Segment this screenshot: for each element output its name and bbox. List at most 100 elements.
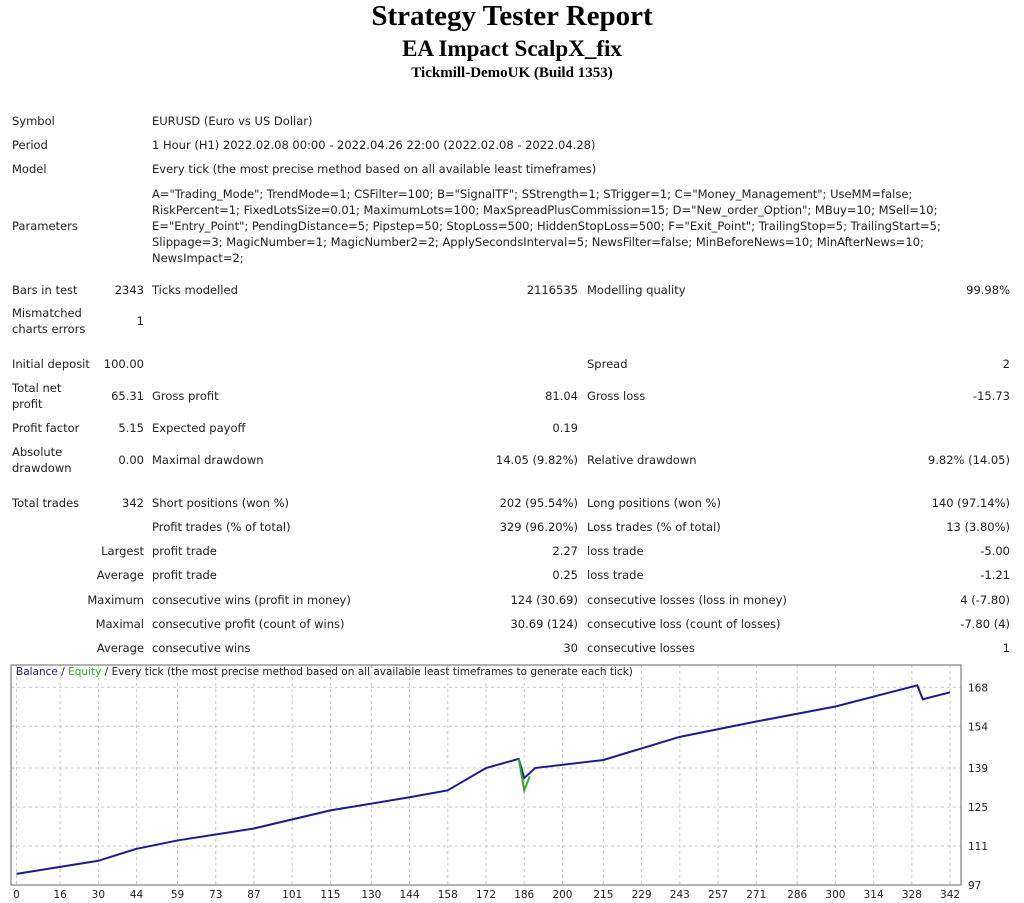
x-tick-label: 300 (825, 889, 845, 901)
stat-value: 30.69 (124) (510, 617, 578, 631)
stat-value: 65.31 (111, 389, 144, 403)
info-value: E="Entry_Point"; PendingDistance=5; Pips… (152, 219, 941, 233)
stat-label: consecutive loss (count of losses) (587, 617, 781, 631)
info-value: Every tick (the most precise method base… (152, 162, 597, 176)
stat-label: Ticks modelled (152, 283, 238, 297)
info-label: Model (12, 162, 47, 176)
stat-value: 13 (3.80%) (946, 520, 1010, 534)
info-label: Symbol (12, 114, 55, 128)
report-title: Strategy Tester Report (371, 0, 653, 32)
y-tick-label: 125 (968, 802, 988, 814)
stat-value: 2.27 (552, 544, 578, 558)
x-tick-label: 172 (476, 889, 496, 901)
stat-label: Modelling quality (587, 283, 686, 297)
legend-entry: Equity (68, 666, 101, 678)
stat-label: Bars in test (12, 283, 78, 297)
plot-frame (10, 664, 962, 886)
series-line (517, 758, 531, 795)
x-tick-label: 257 (708, 889, 728, 901)
stat-value: Maximal (95, 617, 144, 631)
stat-label: loss trade (587, 544, 644, 558)
stat-label: Spread (587, 357, 628, 371)
x-tick-label: 229 (632, 889, 652, 901)
stat-label: Gross profit (152, 389, 219, 403)
stat-label: Maximal drawdown (152, 453, 264, 467)
stat-value: Largest (101, 544, 144, 558)
legend-separator: / (61, 666, 65, 678)
stat-label: consecutive wins (profit in money) (152, 593, 351, 607)
x-tick-label: 243 (670, 889, 690, 901)
stat-value: Average (96, 641, 144, 655)
stat-label: Total net profit (12, 381, 62, 411)
x-tick-label: 115 (320, 889, 340, 901)
stat-value: 81.04 (545, 389, 578, 403)
x-tick-label: 44 (130, 889, 144, 901)
stat-label: Short positions (won %) (152, 496, 290, 510)
info-label: Period (12, 138, 48, 152)
stat-label: Mismatched charts errors (12, 306, 86, 336)
x-tick-label: 130 (361, 889, 381, 901)
report-subtitle: EA Impact ScalpX_fix (402, 36, 622, 61)
stat-label: Loss trades (% of total) (587, 520, 721, 534)
x-tick-label: 342 (940, 889, 960, 901)
stat-label: profit trade (152, 568, 217, 582)
stat-value: 14.05 (9.82%) (495, 453, 578, 467)
stat-value: -1.21 (980, 568, 1010, 582)
stat-label: Initial deposit (12, 357, 90, 371)
y-tick-label: 139 (968, 763, 988, 775)
stat-label: Relative drawdown (587, 453, 697, 467)
stat-value: 0.25 (552, 568, 578, 582)
y-tick-label: 97 (968, 880, 981, 892)
x-tick-label: 16 (53, 889, 67, 901)
x-tick-label: 73 (209, 889, 222, 901)
report-server: Tickmill-DemoUK (Build 1353) (411, 65, 613, 81)
stat-label: consecutive profit (count of wins) (152, 617, 345, 631)
stat-value: 100.00 (103, 357, 144, 371)
legend-separator: / (105, 666, 109, 678)
info-value: A="Trading_Mode"; TrendMode=1; CSFilter=… (152, 187, 913, 201)
info-value: RiskPercent=1; FixedLotsSize=0.01; Maxim… (152, 203, 938, 217)
stat-label: profit trade (152, 544, 217, 558)
stat-value: 99.98% (966, 283, 1010, 297)
stat-label: Absolute drawdown (12, 445, 72, 475)
balance-chart: 97 111 125 139 154 168 0 16 30 44 59 73 87 101 115 130 1… (10, 664, 988, 901)
stat-label: Expected payoff (152, 421, 246, 435)
stat-value: 4 (-7.80) (960, 593, 1010, 607)
stat-value: 2343 (114, 283, 144, 297)
stat-value: 30 (563, 641, 578, 655)
legend: Balance / Equity / Every tick (the most … (16, 666, 633, 678)
stat-label: Profit trades (% of total) (152, 520, 291, 534)
x-tick-label: 59 (171, 889, 184, 901)
stat-label: Total trades (12, 496, 80, 510)
stat-label: consecutive losses (loss in money) (587, 593, 787, 607)
y-tick-label: 111 (968, 841, 988, 853)
stat-label: loss trade (587, 568, 644, 582)
stat-value: 0.19 (552, 421, 578, 435)
x-tick-label: 0 (13, 889, 20, 901)
y-tick-label: 154 (968, 721, 988, 733)
stat-label: Long positions (won %) (587, 496, 721, 510)
info-value: EURUSD (Euro vs US Dollar) (152, 114, 313, 128)
stat-value: 0.00 (118, 453, 144, 467)
stat-value: 5.15 (118, 421, 144, 435)
x-tick-label: 30 (92, 889, 105, 901)
stat-value: 2 (1002, 357, 1010, 371)
stat-value: 140 (97.14%) (931, 496, 1010, 510)
stat-label: consecutive wins (152, 641, 251, 655)
x-tick-label: 158 (438, 889, 458, 901)
x-tick-label: 101 (282, 889, 302, 901)
stat-label: Gross loss (587, 389, 646, 403)
info-value: Slippage=3; MagicNumber=1; MagicNumber2=… (152, 235, 924, 249)
stat-value: 329 (96.20%) (499, 520, 578, 534)
x-tick-label: 314 (864, 889, 884, 901)
stat-value: 1 (136, 314, 144, 328)
stat-value: -7.80 (4) (960, 617, 1010, 631)
stat-value: 202 (95.54%) (499, 496, 578, 510)
stat-value: -15.73 (972, 389, 1010, 403)
info-value: NewsImpact=2; (152, 251, 244, 265)
stat-value: Maximum (87, 593, 144, 607)
x-tick-label: 271 (746, 889, 766, 901)
x-tick-label: 87 (247, 889, 260, 901)
x-tick-label: 215 (593, 889, 613, 901)
